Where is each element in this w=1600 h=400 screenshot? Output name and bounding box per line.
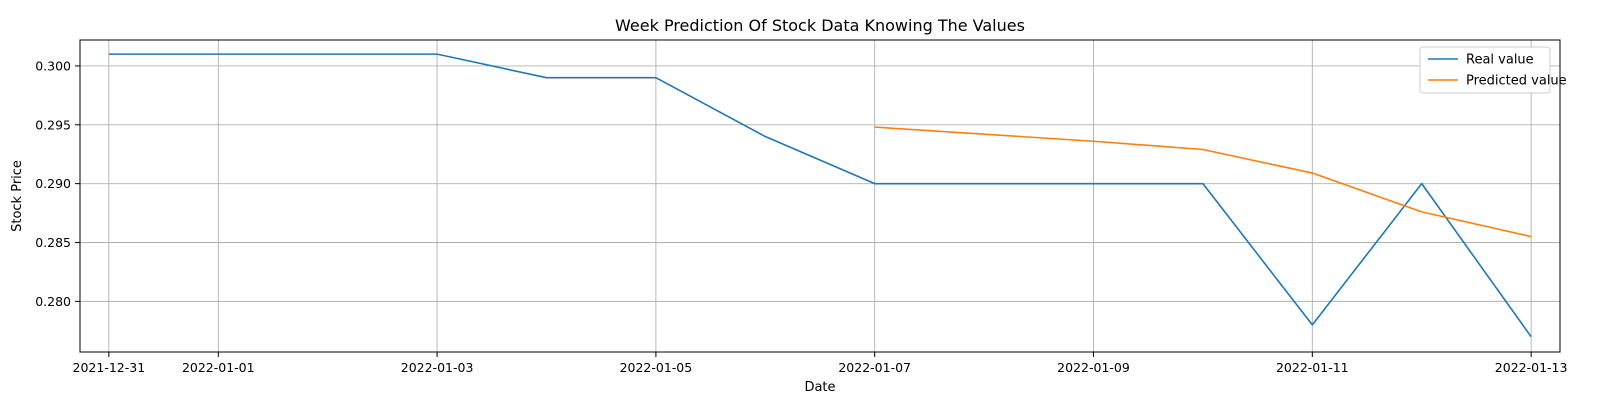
y-axis-label: Stock Price — [10, 160, 25, 232]
plot-area — [79, 39, 1561, 353]
y-tick-label: 0.295 — [35, 117, 71, 132]
x-tick-label: 2022-01-13 — [1495, 360, 1568, 375]
y-tick-label: 0.280 — [35, 294, 71, 309]
x-tick-label: 2022-01-11 — [1276, 360, 1349, 375]
y-tick-label: 0.285 — [35, 235, 71, 250]
series-line-predicted-value — [874, 126, 1532, 238]
x-tick-label: 2022-01-01 — [182, 360, 255, 375]
x-tick-label: 2021-12-31 — [73, 360, 146, 375]
x-axis-ticks: 2021-12-31 2022-01-01 2022-01-03 2022-01-05… — [73, 352, 1568, 375]
x-axis-label: Date — [804, 380, 835, 395]
y-axis-ticks: 0.280 0.285 0.290 0.295 0.300 — [35, 58, 80, 309]
series-lines — [108, 53, 1532, 338]
y-tick-label: 0.300 — [35, 58, 71, 73]
series-line-real-value — [108, 53, 1532, 338]
x-tick-label: 2022-01-05 — [620, 360, 693, 375]
chart-title: Week Prediction Of Stock Data Knowing Th… — [615, 16, 1025, 35]
legend-label-predicted-value: Predicted value — [1466, 74, 1567, 89]
x-tick-label: 2022-01-07 — [838, 360, 911, 375]
y-tick-label: 0.290 — [35, 176, 71, 191]
grid — [80, 40, 1560, 352]
legend-label-real-value: Real value — [1466, 53, 1534, 68]
legend: Real value Predicted value — [1419, 46, 1567, 94]
x-tick-label: 2022-01-09 — [1057, 360, 1130, 375]
x-tick-label: 2022-01-03 — [401, 360, 474, 375]
